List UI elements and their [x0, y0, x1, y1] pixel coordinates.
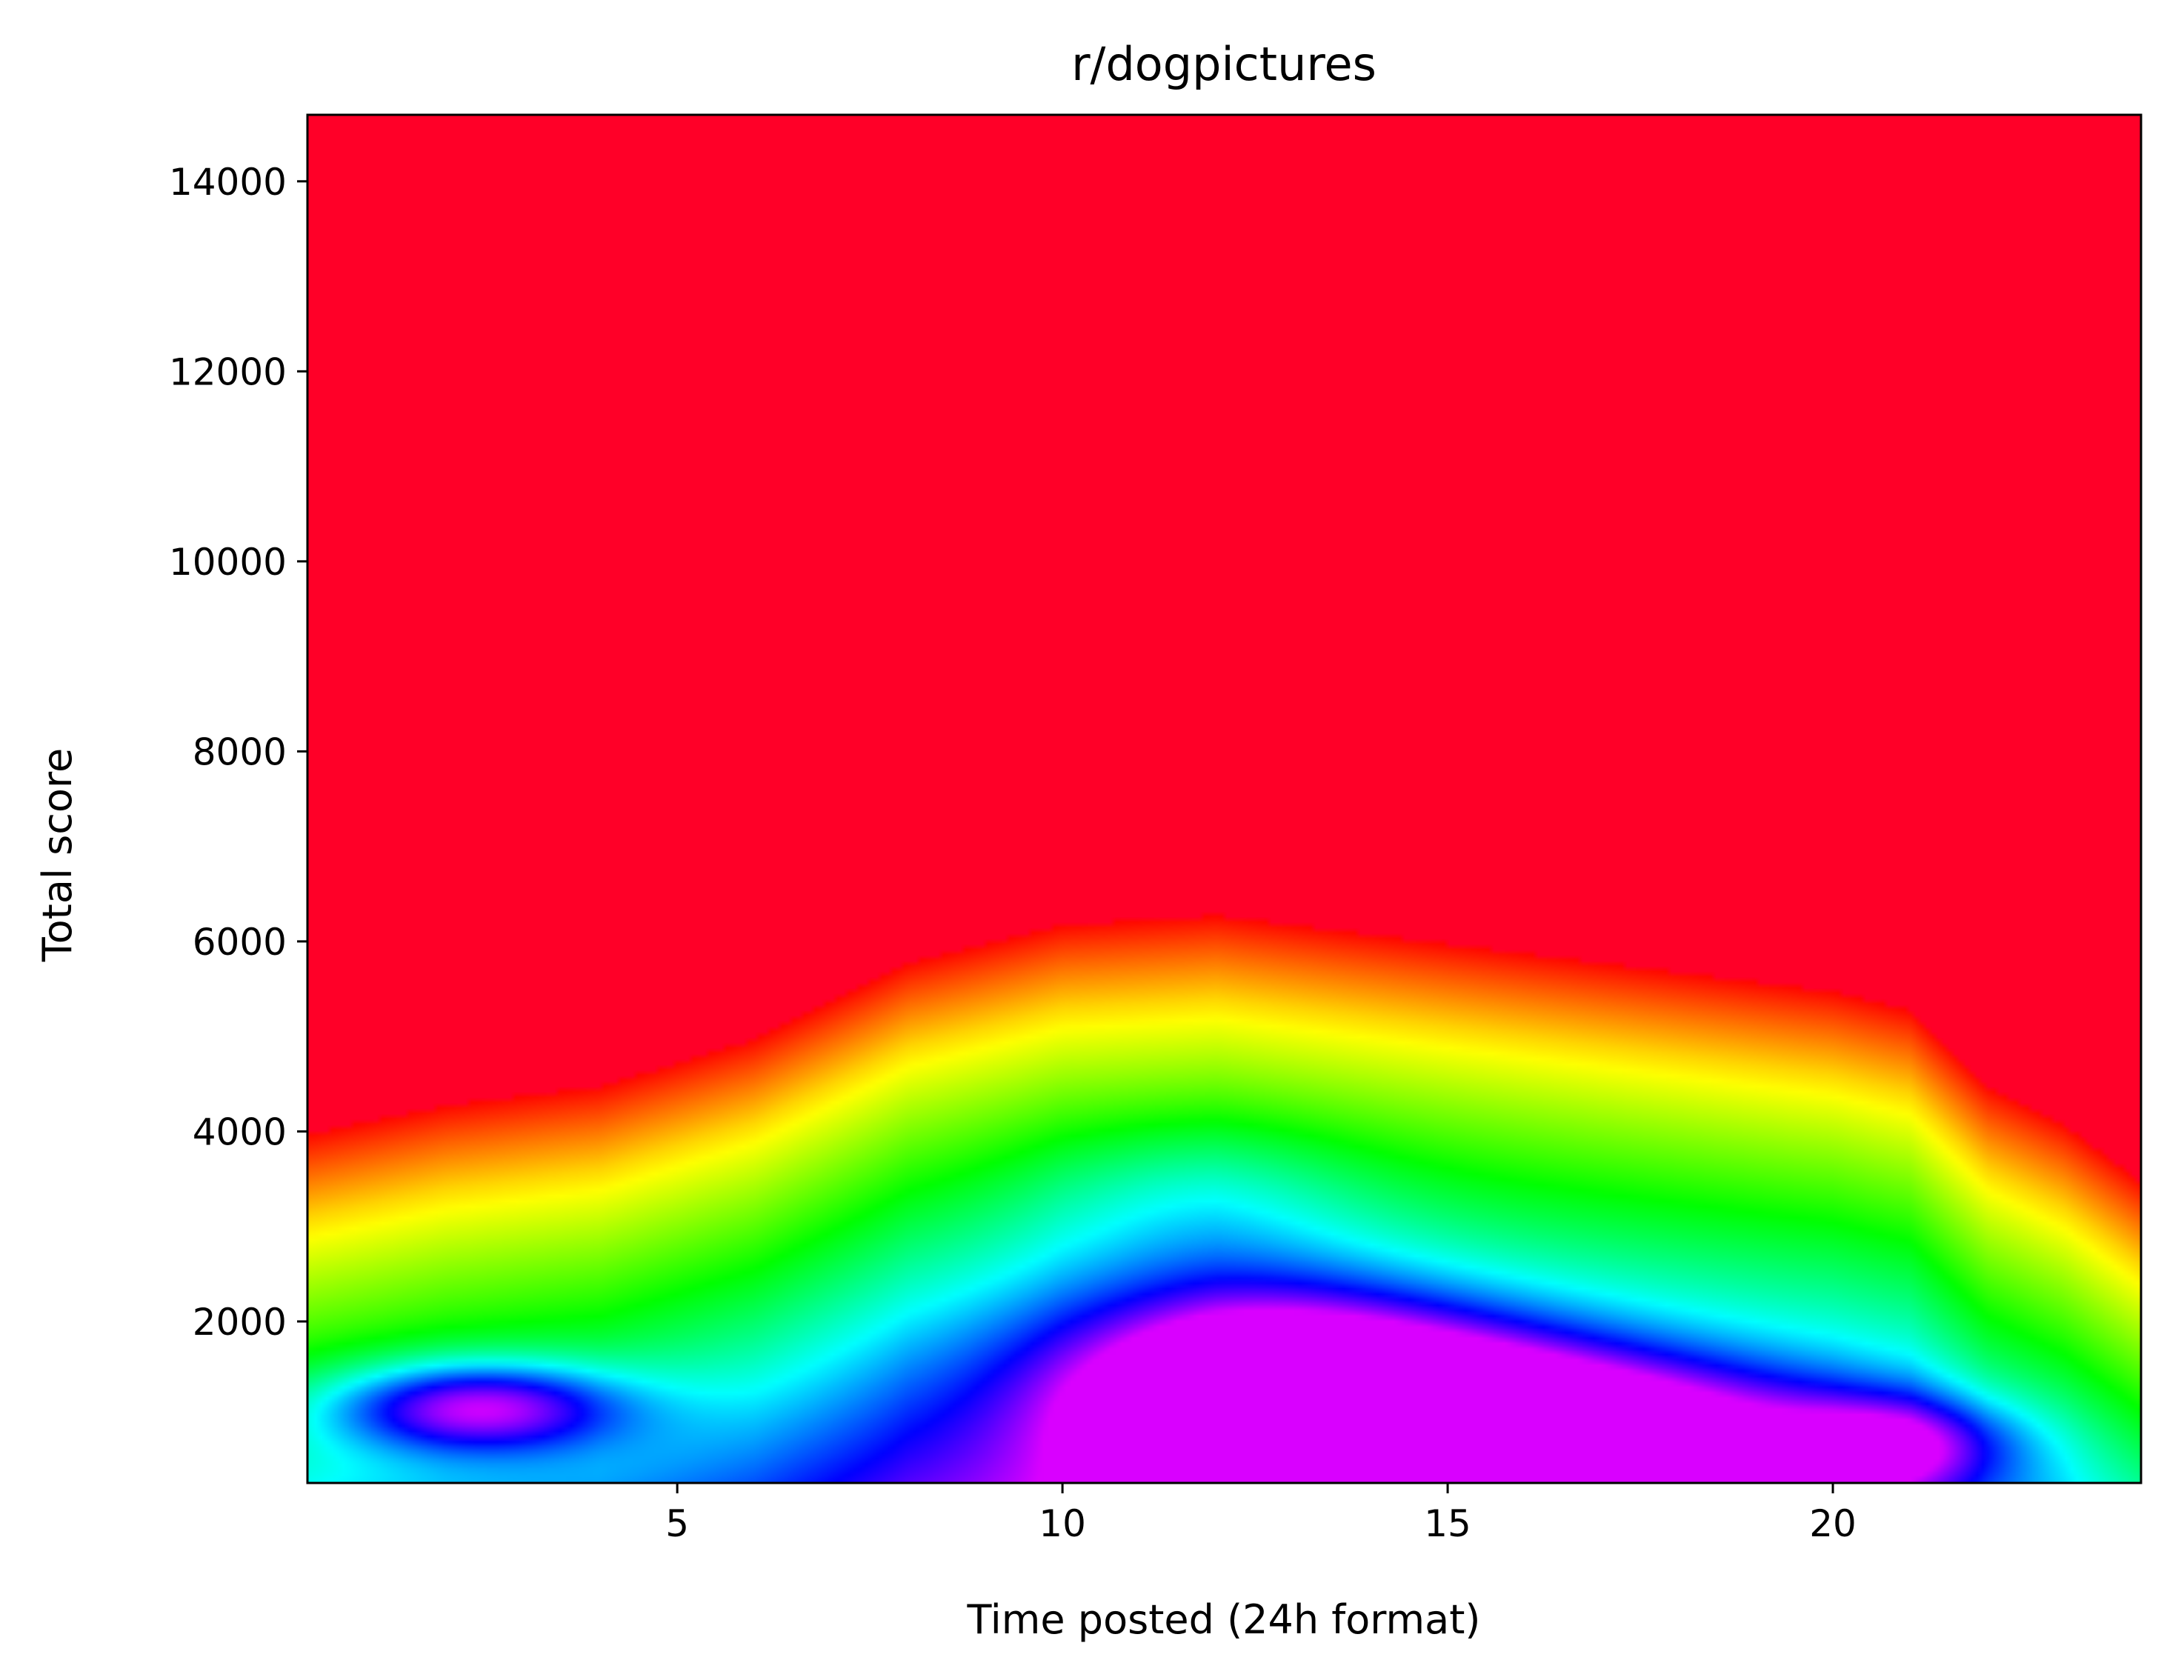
y-tick-label: 14000 — [169, 161, 287, 204]
y-tick-label: 10000 — [169, 541, 287, 584]
chart-title: r/dogpictures — [1071, 37, 1376, 91]
x-tick-label: 15 — [1424, 1502, 1471, 1545]
y-tick-label: 6000 — [193, 921, 287, 964]
x-ticks: 5 10 15 20 — [665, 1483, 1857, 1545]
y-tick-label: 12000 — [169, 350, 287, 393]
y-axis-label: Total score — [34, 748, 81, 962]
y-tick-label: 2000 — [193, 1301, 287, 1344]
heatmap-image — [307, 115, 2141, 1483]
plot-frame — [306, 113, 2143, 1484]
y-ticks: 2000 4000 6000 8000 10000 12000 14000 — [169, 161, 307, 1344]
x-tick-label: 20 — [1809, 1502, 1857, 1545]
x-axis-label: Time posted (24h format) — [966, 1596, 1480, 1643]
y-tick-label: 8000 — [193, 730, 287, 773]
y-tick-label: 4000 — [193, 1110, 287, 1153]
plot-area — [307, 115, 2141, 1483]
x-tick-label: 10 — [1039, 1502, 1086, 1545]
x-tick-label: 5 — [665, 1502, 689, 1545]
